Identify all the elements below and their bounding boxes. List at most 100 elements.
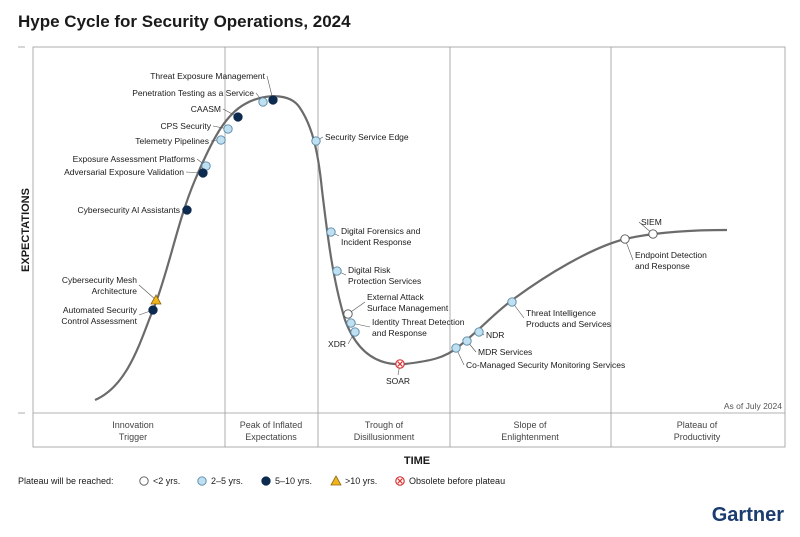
digital-forensics-and-incident-response-marker bbox=[326, 227, 336, 237]
legend-item-label: Obsolete before plateau bbox=[409, 476, 505, 486]
telemetry-pipelines-marker bbox=[216, 135, 226, 145]
threat-intelligence-products-and-services-label: Products and Services bbox=[526, 319, 611, 329]
tech-xdr: XDR bbox=[328, 327, 360, 349]
telemetry-pipelines-label: Telemetry Pipelines bbox=[135, 136, 209, 146]
legend-item-2to5: 2–5 yrs. bbox=[197, 476, 243, 486]
phase-label-line2: Productivity bbox=[674, 432, 721, 442]
digital-risk-protection-services-label: Protection Services bbox=[348, 276, 421, 286]
tech-soar: SOAR bbox=[386, 359, 410, 386]
adversarial-exposure-validation-marker bbox=[198, 168, 208, 178]
cybersecurity-ai-assistants-label: Cybersecurity AI Assistants bbox=[77, 205, 180, 215]
automated-security-control-assessment-marker bbox=[148, 305, 158, 315]
siem-marker bbox=[648, 229, 658, 239]
caasm-label: CAASM bbox=[191, 104, 221, 114]
legend-item-obsolete: Obsolete before plateau bbox=[395, 476, 505, 486]
legend: Plateau will be reached: <2 yrs. 2–5 yrs. 5… bbox=[18, 475, 505, 486]
gartner-logo: Gartner bbox=[712, 504, 784, 526]
tech-adversarial-exposure-validation: Adversarial Exposure Validation bbox=[64, 167, 208, 178]
tech-mdr-services: MDR Services bbox=[462, 336, 532, 357]
endpoint-detection-and-response-label: Endpoint Detection bbox=[635, 250, 707, 260]
legend-title: Plateau will be reached: bbox=[18, 476, 114, 486]
legend-item-label: <2 yrs. bbox=[153, 476, 180, 486]
identity-threat-detection-and-response-label: Identity Threat Detection bbox=[372, 317, 465, 327]
xdr-marker bbox=[350, 327, 360, 337]
tech-penetration-testing-as-a-service: Penetration Testing as a Service bbox=[132, 88, 268, 107]
exposure-assessment-platforms-label: Exposure Assessment Platforms bbox=[73, 154, 195, 164]
tech-cybersecurity-ai-assistants: Cybersecurity AI Assistants bbox=[77, 205, 192, 215]
security-service-edge-marker bbox=[311, 136, 321, 146]
cybersecurity-mesh-architecture-label: Architecture bbox=[92, 286, 138, 296]
external-attack-surface-management-label: Surface Management bbox=[367, 303, 449, 313]
legend-item-lt2: <2 yrs. bbox=[139, 476, 180, 486]
cybersecurity-mesh-architecture-label: Cybersecurity Mesh bbox=[62, 275, 137, 285]
co-managed-security-monitoring-services-marker bbox=[451, 343, 461, 353]
security-service-edge-label: Security Service Edge bbox=[325, 132, 409, 142]
tech-co-managed-security-monitoring-services: Co-Managed Security Monitoring Services bbox=[451, 343, 625, 370]
xdr-label: XDR bbox=[328, 339, 346, 349]
phase-label-line1: Plateau of bbox=[677, 420, 718, 430]
siem-label: SIEM bbox=[641, 217, 662, 227]
y-axis-label: EXPECTATIONS bbox=[20, 188, 32, 272]
legend-5to10-marker bbox=[261, 476, 271, 486]
legend-item-label: >10 yrs. bbox=[345, 476, 377, 486]
endpoint-detection-and-response-marker bbox=[620, 234, 630, 244]
soar-label: SOAR bbox=[386, 376, 410, 386]
digital-risk-protection-services-label: Digital Risk bbox=[348, 265, 391, 275]
penetration-testing-as-a-service-label: Penetration Testing as a Service bbox=[132, 88, 254, 98]
tech-ndr: NDR bbox=[474, 327, 504, 340]
threat-intelligence-products-and-services-label: Threat Intelligence bbox=[526, 308, 596, 318]
digital-forensics-and-incident-response-label: Incident Response bbox=[341, 237, 412, 247]
phase-label-line1: Innovation bbox=[112, 420, 154, 430]
ndr-marker bbox=[474, 327, 484, 337]
adversarial-exposure-validation-label: Adversarial Exposure Validation bbox=[64, 167, 184, 177]
technology-markers: Threat Exposure Management Penetration Te… bbox=[61, 71, 707, 386]
phase-label-line1: Peak of Inflated bbox=[240, 420, 303, 430]
automated-security-control-assessment-label: Automated Security bbox=[63, 305, 138, 315]
phase-label-line2: Disillusionment bbox=[354, 432, 415, 442]
identity-threat-detection-and-response-label: and Response bbox=[372, 328, 427, 338]
tech-caasm: CAASM bbox=[191, 104, 243, 122]
cps-security-marker bbox=[223, 124, 233, 134]
phase-label-line1: Slope of bbox=[513, 420, 547, 430]
x-axis-label: TIME bbox=[404, 455, 430, 467]
identity-threat-detection-and-response-marker bbox=[346, 318, 356, 328]
as-of-date: As of July 2024 bbox=[724, 401, 782, 411]
threat-intelligence-products-and-services-marker bbox=[507, 297, 517, 307]
phase-labels: Innovation Trigger Peak of Inflated Expecta… bbox=[112, 420, 721, 442]
hype-curve bbox=[94, 95, 728, 402]
cybersecurity-ai-assistants-marker bbox=[182, 205, 192, 215]
digital-forensics-and-incident-response-label: Digital Forensics and bbox=[341, 226, 421, 236]
threat-exposure-management-marker bbox=[268, 95, 278, 105]
phase-label-line2: Expectations bbox=[245, 432, 297, 442]
endpoint-detection-and-response-label: and Response bbox=[635, 261, 690, 271]
phase-label-line2: Enlightenment bbox=[501, 432, 559, 442]
mdr-services-label: MDR Services bbox=[478, 347, 532, 357]
mdr-services-marker bbox=[462, 336, 472, 346]
soar-marker-cross bbox=[397, 361, 403, 367]
page-title: Hype Cycle for Security Operations, 2024 bbox=[18, 12, 351, 31]
hype-curve-layer bbox=[94, 95, 728, 402]
digital-risk-protection-services-marker bbox=[332, 266, 342, 276]
automated-security-control-assessment-label: Control Assessment bbox=[61, 316, 137, 326]
caasm-marker bbox=[233, 112, 243, 122]
brand-logo: Gartner bbox=[712, 504, 784, 526]
phase-label-line2: Trigger bbox=[119, 432, 147, 442]
legend-lt2-marker bbox=[139, 476, 149, 486]
tech-siem: SIEM bbox=[638, 217, 662, 239]
plot-border bbox=[32, 46, 786, 448]
tech-security-service-edge: Security Service Edge bbox=[311, 132, 409, 146]
ndr-label: NDR bbox=[486, 330, 504, 340]
legend-item-gt10: >10 yrs. bbox=[330, 475, 377, 486]
penetration-testing-as-a-service-marker bbox=[258, 97, 268, 107]
tech-cps-security: CPS Security bbox=[160, 121, 233, 134]
legend-item-label: 5–10 yrs. bbox=[275, 476, 312, 486]
legend-obsolete-marker-cross bbox=[397, 478, 403, 484]
legend-gt10-marker bbox=[330, 475, 342, 486]
